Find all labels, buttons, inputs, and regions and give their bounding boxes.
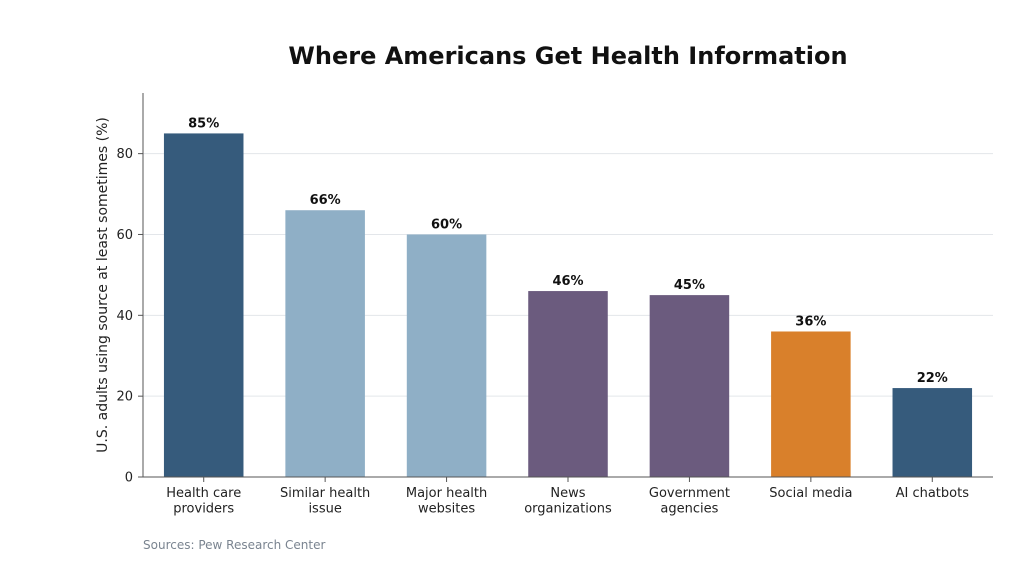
bar-value-label: 60%	[431, 217, 462, 232]
source-note: Sources: Pew Research Center	[143, 538, 326, 552]
bar	[163, 133, 244, 477]
x-tick-label: organizations	[524, 502, 612, 517]
y-axis-title: U.S. adults using source at least someti…	[95, 117, 111, 453]
x-tick-label: Similar health	[280, 486, 370, 501]
bar-value-label: 45%	[674, 278, 705, 293]
bar-value-label: 85%	[188, 116, 219, 131]
x-tick-label: Major health	[406, 486, 487, 501]
x-tick-label: issue	[308, 502, 341, 517]
bar	[771, 331, 851, 477]
bar	[649, 295, 730, 477]
x-tick-label: providers	[173, 502, 234, 517]
bar	[285, 210, 365, 477]
bar	[406, 234, 487, 477]
axes	[138, 93, 993, 482]
x-tick-label: websites	[418, 502, 475, 517]
y-tick-label: 80	[116, 147, 133, 162]
x-tick-label: News	[550, 486, 585, 501]
y-tick-label: 60	[116, 228, 133, 243]
bar	[528, 291, 608, 477]
bar	[892, 388, 973, 477]
bar-value-label: 46%	[552, 274, 583, 289]
y-tick-label: 20	[116, 390, 133, 405]
x-tick-label: Government	[649, 486, 730, 501]
chart-title: Where Americans Get Health Information	[288, 42, 848, 70]
bar-value-label: 22%	[917, 371, 948, 386]
y-tick-label: 40	[116, 309, 133, 324]
x-tick-label: Social media	[769, 486, 852, 501]
bar-value-label: 66%	[310, 193, 341, 208]
y-tick-label: 0	[125, 471, 133, 486]
x-tick-label: AI chatbots	[896, 486, 970, 501]
x-tick-label: agencies	[660, 502, 718, 517]
bars	[163, 133, 973, 477]
bar-value-label: 36%	[795, 314, 826, 329]
x-tick-label: Health care	[166, 486, 241, 501]
